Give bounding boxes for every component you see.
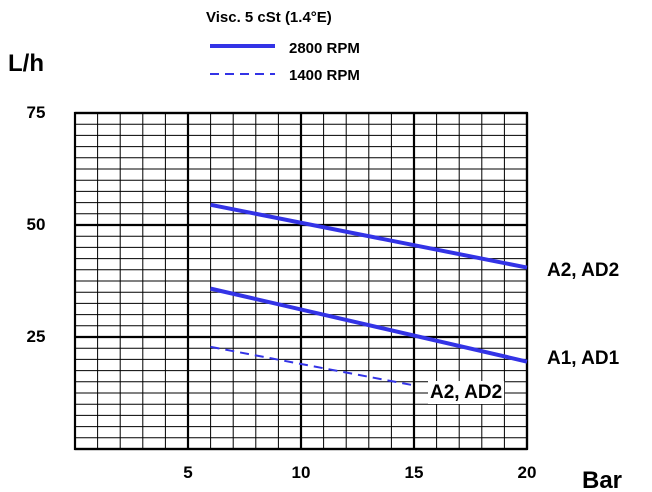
series-label: A2, AD2 xyxy=(430,382,502,403)
series-labels: A2, AD2 A1, AD1 A2, AD2 xyxy=(428,260,620,404)
y-tick-label: 50 xyxy=(27,215,46,234)
y-tick-label: 75 xyxy=(27,103,46,122)
legend-label-2800: 2800 RPM xyxy=(289,40,360,57)
x-tick-label: 15 xyxy=(405,463,424,482)
y-axis-label: L/h xyxy=(8,50,44,77)
series-line-dashed xyxy=(210,345,415,387)
series-label: A2, AD2 xyxy=(547,260,619,281)
major-grid xyxy=(73,111,529,451)
tick-labels: 5 10 15 20 25 50 75 xyxy=(27,103,537,482)
x-axis-label: Bar xyxy=(582,467,622,492)
series-line-solid xyxy=(210,202,528,270)
x-tick-label: 5 xyxy=(183,463,192,482)
y-tick-label: 25 xyxy=(27,327,46,346)
x-tick-label: 10 xyxy=(292,463,311,482)
series-label-background xyxy=(428,381,505,404)
legend-title: Visc. 5 cSt (1.4°E) xyxy=(206,9,332,26)
series-label: A1, AD1 xyxy=(547,348,620,369)
plot-frame xyxy=(73,111,529,451)
legend: Visc. 5 cSt (1.4°E) 2800 RPM 1400 RPM xyxy=(206,9,360,84)
x-tick-label: 20 xyxy=(518,463,537,482)
series-layer xyxy=(210,202,528,387)
series-line-solid xyxy=(210,286,528,364)
legend-label-1400: 1400 RPM xyxy=(289,67,360,84)
